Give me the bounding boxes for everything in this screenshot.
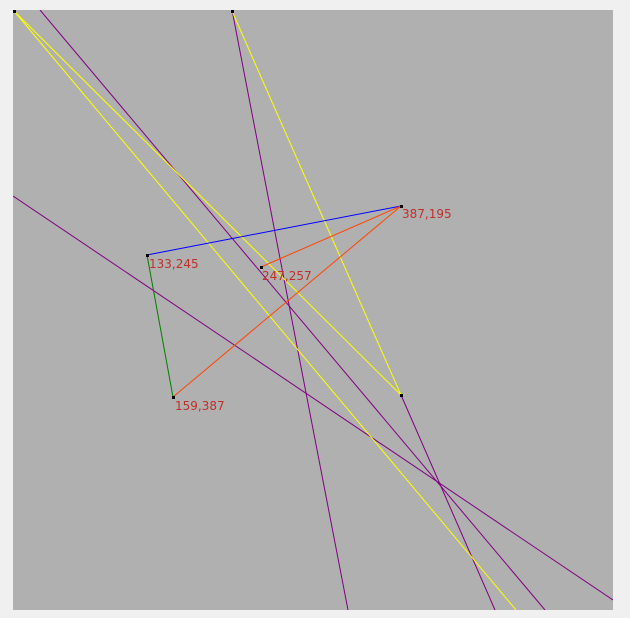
purple-line-3	[13, 195, 613, 601]
point-label: 159,387	[175, 399, 225, 413]
vertex-point	[146, 254, 149, 257]
geometry-drawing: 133,245 247,257 387,195 159,387	[13, 10, 613, 610]
point-label: 387,195	[402, 207, 452, 221]
yellow-line-3	[231, 10, 402, 396]
orange-edge-2	[172, 205, 402, 398]
orange-edge-1	[260, 205, 402, 268]
purple-line-1	[39, 10, 546, 610]
yellow-line-2	[13, 10, 402, 396]
point-label: 247,257	[262, 269, 312, 283]
point-label: 133,245	[149, 257, 199, 271]
vertex-point	[231, 10, 234, 13]
blue-edge	[146, 205, 402, 256]
drawing-canvas[interactable]: 133,245 247,257 387,195 159,387	[13, 10, 613, 610]
green-edge	[146, 254, 174, 398]
vertex-point	[260, 266, 263, 269]
vertex-point	[400, 205, 403, 208]
purple-line-4	[400, 394, 496, 610]
vertex-point	[13, 10, 16, 13]
vertex-point	[400, 394, 403, 397]
vertex-point	[172, 396, 175, 399]
yellow-line-1	[13, 10, 517, 610]
purple-line-2	[231, 10, 349, 610]
